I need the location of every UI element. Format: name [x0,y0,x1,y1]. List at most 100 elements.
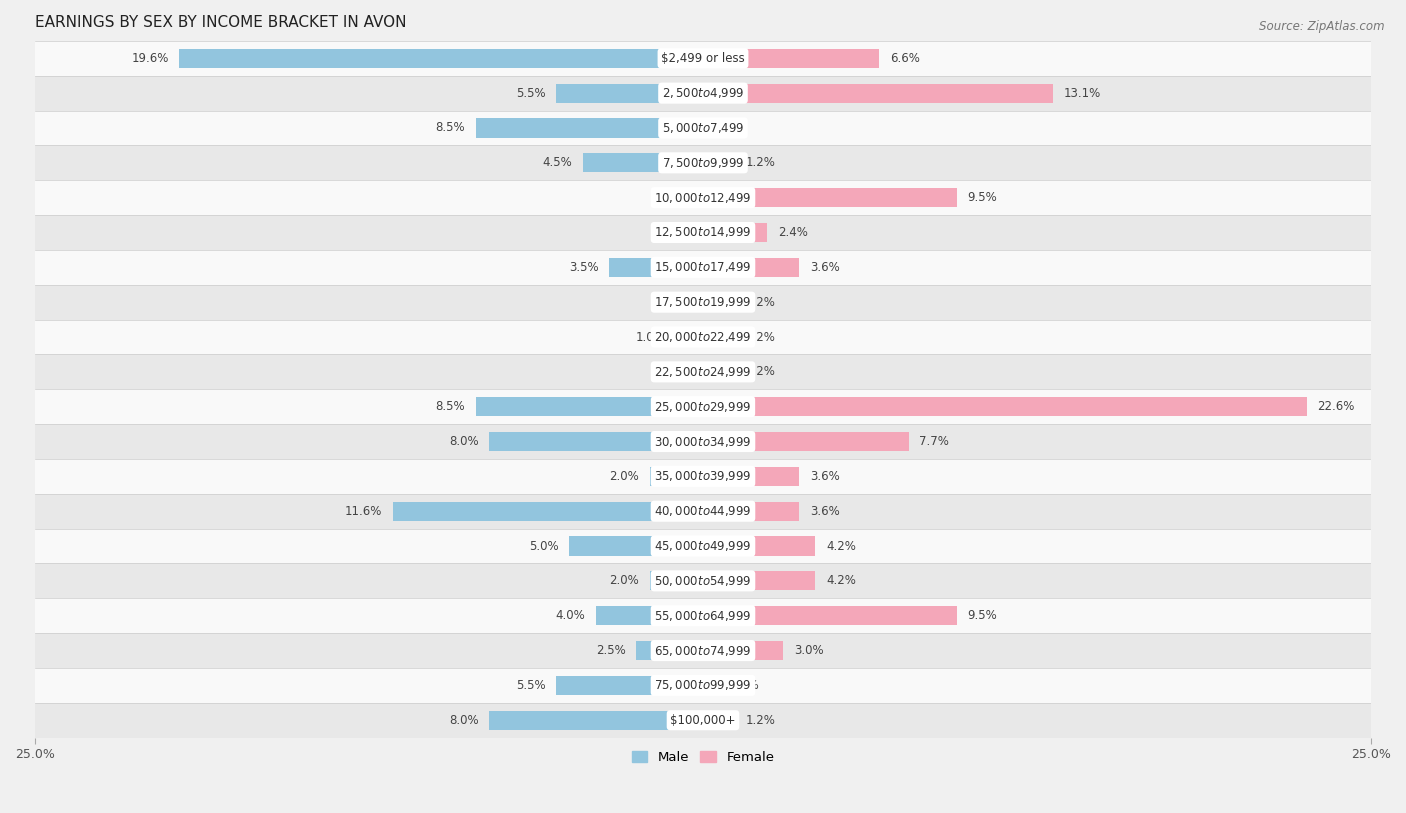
Bar [35,215,1371,250]
Text: 0.0%: 0.0% [662,191,692,204]
Text: $2,499 or less: $2,499 or less [661,52,745,65]
Bar [650,572,703,590]
Bar [650,467,703,486]
Text: 19.6%: 19.6% [131,52,169,65]
Text: 3.6%: 3.6% [810,505,839,518]
Text: $35,000 to $39,999: $35,000 to $39,999 [654,469,752,484]
Text: $50,000 to $54,999: $50,000 to $54,999 [654,574,752,588]
Bar [676,328,703,346]
Bar [35,250,1371,285]
Text: 9.5%: 9.5% [967,609,997,622]
Text: 4.2%: 4.2% [825,574,856,587]
Bar [35,111,1371,146]
Text: $17,500 to $19,999: $17,500 to $19,999 [654,295,752,309]
Bar [703,397,1308,416]
Bar [703,49,879,68]
Text: 4.2%: 4.2% [825,540,856,553]
Bar [35,146,1371,180]
Bar [35,180,1371,215]
Text: 7.7%: 7.7% [920,435,949,448]
Bar [703,188,957,207]
Bar [703,363,735,381]
Text: 9.5%: 9.5% [967,191,997,204]
Text: $22,500 to $24,999: $22,500 to $24,999 [654,365,752,379]
Text: 5.0%: 5.0% [529,540,558,553]
Bar [35,668,1371,702]
Text: 3.0%: 3.0% [794,644,824,657]
Bar [35,320,1371,354]
Bar [703,432,908,451]
Text: 0.0%: 0.0% [662,296,692,309]
Bar [35,285,1371,320]
Bar [35,389,1371,424]
Bar [475,397,703,416]
Text: 1.2%: 1.2% [745,296,776,309]
Bar [35,633,1371,668]
Bar [555,676,703,695]
Text: 6.6%: 6.6% [890,52,920,65]
Bar [703,537,815,555]
Text: $55,000 to $64,999: $55,000 to $64,999 [654,609,752,623]
Bar [703,328,735,346]
Bar [703,676,718,695]
Text: 1.2%: 1.2% [745,331,776,344]
Text: $2,500 to $4,999: $2,500 to $4,999 [662,86,744,100]
Text: 2.5%: 2.5% [596,644,626,657]
Text: 8.5%: 8.5% [436,121,465,134]
Text: $25,000 to $29,999: $25,000 to $29,999 [654,400,752,414]
Text: 0.6%: 0.6% [730,679,759,692]
Bar [35,598,1371,633]
Text: $75,000 to $99,999: $75,000 to $99,999 [654,678,752,693]
Bar [489,432,703,451]
Bar [35,354,1371,389]
Text: $65,000 to $74,999: $65,000 to $74,999 [654,644,752,658]
Text: $10,000 to $12,499: $10,000 to $12,499 [654,191,752,205]
Legend: Male, Female: Male, Female [626,746,780,769]
Bar [35,493,1371,528]
Text: 3.6%: 3.6% [810,470,839,483]
Bar [35,41,1371,76]
Text: 0.0%: 0.0% [714,121,744,134]
Text: 1.2%: 1.2% [745,365,776,378]
Text: 3.5%: 3.5% [569,261,599,274]
Bar [569,537,703,555]
Bar [35,702,1371,737]
Text: 22.6%: 22.6% [1317,400,1355,413]
Bar [703,293,735,311]
Text: 8.0%: 8.0% [449,714,478,727]
Text: Source: ZipAtlas.com: Source: ZipAtlas.com [1260,20,1385,33]
Text: 8.0%: 8.0% [449,435,478,448]
Bar [636,641,703,660]
Text: $45,000 to $49,999: $45,000 to $49,999 [654,539,752,553]
Text: $100,000+: $100,000+ [671,714,735,727]
Text: 3.6%: 3.6% [810,261,839,274]
Bar [703,502,799,521]
Text: 5.5%: 5.5% [516,679,546,692]
Bar [475,119,703,137]
Text: 5.5%: 5.5% [516,87,546,100]
Bar [35,424,1371,459]
Text: 2.4%: 2.4% [778,226,807,239]
Text: 0.0%: 0.0% [662,226,692,239]
Bar [179,49,703,68]
Bar [35,76,1371,111]
Bar [703,606,957,625]
Text: $7,500 to $9,999: $7,500 to $9,999 [662,156,744,170]
Bar [35,459,1371,493]
Text: 1.2%: 1.2% [745,714,776,727]
Bar [35,528,1371,563]
Bar [394,502,703,521]
Text: 13.1%: 13.1% [1064,87,1101,100]
Text: $30,000 to $34,999: $30,000 to $34,999 [654,434,752,449]
Bar [703,258,799,277]
Bar [555,84,703,102]
Text: $12,500 to $14,999: $12,500 to $14,999 [654,225,752,240]
Text: 4.5%: 4.5% [543,156,572,169]
Bar [703,572,815,590]
Text: 8.5%: 8.5% [436,400,465,413]
Text: 2.0%: 2.0% [609,470,638,483]
Text: $40,000 to $44,999: $40,000 to $44,999 [654,504,752,518]
Text: 1.0%: 1.0% [636,331,665,344]
Bar [703,467,799,486]
Bar [703,641,783,660]
